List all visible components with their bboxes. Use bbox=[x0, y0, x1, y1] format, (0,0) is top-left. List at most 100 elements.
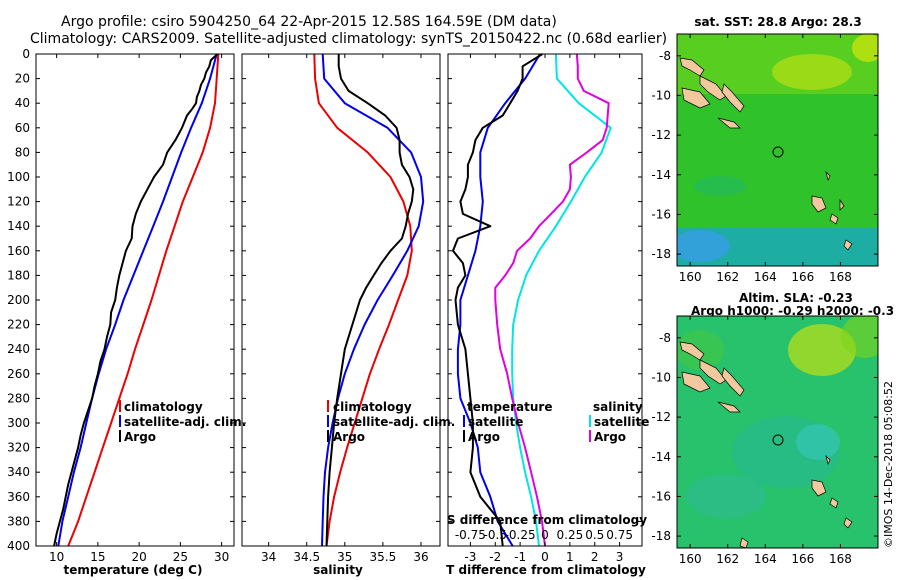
island-espiritu bbox=[811, 195, 827, 213]
salinity-legend: climatology satellite-adj. clim. Argo bbox=[327, 400, 455, 444]
legend-climatology: climatology bbox=[333, 400, 412, 414]
sla-islands bbox=[679, 341, 853, 548]
salinity-panel: 34 34.5 35 35.5 36 salinity climatology sate… bbox=[241, 53, 455, 577]
island-efate bbox=[843, 517, 853, 529]
map-y-tick-label: -12 bbox=[651, 128, 671, 142]
series-t-satellite bbox=[456, 53, 541, 547]
temperature-panel: 0 20 40 60 80 100 120 140 160 180 200 220 240 260 280 3… bbox=[7, 47, 246, 577]
difference-panel: -3 -2 -1 0 1 2 3 -0.75-0.5-0.25 0 0.25 0.5 0.75 T d… bbox=[446, 53, 649, 577]
difference-xlabel: T difference from climatology bbox=[446, 563, 646, 577]
y-tick-label: 380 bbox=[7, 514, 30, 528]
y-tick-label: 100 bbox=[7, 170, 30, 184]
series-satellite-adj-clim bbox=[57, 53, 218, 547]
island-malekula bbox=[829, 497, 839, 509]
y-tick-label: 0 bbox=[22, 47, 30, 61]
series-climatology bbox=[313, 53, 413, 547]
legend-argo: Argo bbox=[124, 430, 156, 444]
series-climatology bbox=[67, 53, 220, 547]
credit-text: ©IMOS 14-Dec-2018 05:08:52 bbox=[882, 381, 895, 548]
map-x-tick-label: 164 bbox=[754, 270, 777, 284]
y-tick-label: 60 bbox=[15, 121, 30, 135]
difference-xlabel2: S difference from climatology bbox=[447, 513, 647, 527]
map-y-tick-label: -18 bbox=[651, 247, 671, 261]
map-y-tick-label: -16 bbox=[651, 207, 671, 221]
legend-satellite: satellite-adj. clim. bbox=[124, 415, 246, 429]
sla-argo-marker bbox=[772, 434, 784, 446]
x-tick-label: 10 bbox=[49, 550, 64, 564]
island-espiritu bbox=[811, 479, 827, 497]
y-tick-label: 180 bbox=[7, 268, 30, 282]
sla-map-axes: 160 162 164 166 168 -8 -10 -12 -14 -16 -18 bbox=[651, 316, 878, 566]
salinity-xlabel: salinity bbox=[313, 563, 363, 577]
sla-map-frame bbox=[676, 315, 879, 549]
y-tick-label: 80 bbox=[15, 145, 30, 159]
y-tick-label: 240 bbox=[7, 342, 30, 356]
x-tick-label: 35 bbox=[337, 550, 352, 564]
island-guadalcanal bbox=[681, 371, 711, 393]
sst-warm-spot bbox=[772, 54, 852, 90]
salinity-axes: 34 34.5 35 35.5 36 bbox=[242, 53, 440, 564]
x-tick-label: -1 bbox=[514, 550, 526, 564]
island-isabel bbox=[699, 359, 727, 385]
legend-t-argo: Argo bbox=[468, 430, 500, 444]
x2-tick-label: 0.5 bbox=[585, 528, 604, 542]
map-x-tick-label: 160 bbox=[679, 270, 702, 284]
x-tick-label: 25 bbox=[173, 550, 188, 564]
x-tick-label: 0 bbox=[541, 550, 549, 564]
y-tick-label: 360 bbox=[7, 490, 30, 504]
legend-temperature-title: temperature bbox=[467, 400, 552, 414]
map-x-tick-label: 166 bbox=[791, 552, 814, 566]
x-tick-label: 30 bbox=[214, 550, 229, 564]
map-y-tick-label: -10 bbox=[651, 370, 671, 384]
y-tick-label: 280 bbox=[7, 391, 30, 405]
island-small bbox=[825, 454, 831, 466]
sla-low bbox=[686, 474, 766, 518]
map-y-tick-label: -10 bbox=[651, 88, 671, 102]
island-isabel bbox=[699, 75, 727, 101]
island-malaita bbox=[721, 83, 745, 113]
difference-legend: temperature satellite Argo salinity sate… bbox=[463, 400, 649, 444]
map-y-tick-label: -16 bbox=[651, 489, 671, 503]
temperature-xlabel: temperature (deg C) bbox=[64, 563, 203, 577]
temperature-marks bbox=[53, 53, 220, 547]
legend-s-satellite: satellite bbox=[594, 415, 649, 429]
sla-map-title: Altim. SLA: -0.23 bbox=[739, 291, 853, 305]
series-satellite-adj-clim bbox=[321, 53, 425, 547]
island-small bbox=[839, 198, 845, 211]
island-malekula bbox=[829, 213, 839, 225]
x2-tick-label: 0.25 bbox=[557, 528, 584, 542]
island-small bbox=[825, 170, 831, 182]
sla-high bbox=[788, 324, 856, 376]
y-tick-label: 160 bbox=[7, 244, 30, 258]
series-s-satellite bbox=[511, 53, 612, 547]
map-y-tick-label: -12 bbox=[651, 410, 671, 424]
x2-tick-label: 0.75 bbox=[606, 528, 633, 542]
y-tick-label: 220 bbox=[7, 318, 30, 332]
legend-satellite: satellite-adj. clim. bbox=[333, 415, 455, 429]
title-line2: Climatology: CARS2009. Satellite-adjuste… bbox=[30, 31, 667, 47]
map-y-tick-label: -18 bbox=[651, 529, 671, 543]
sla-low bbox=[796, 424, 840, 460]
map-y-tick-label: -8 bbox=[659, 49, 671, 63]
difference-marks bbox=[452, 53, 612, 547]
map-y-tick-label: -8 bbox=[659, 331, 671, 345]
x-tick-label: 3 bbox=[616, 550, 624, 564]
x2-tick-label: 0 bbox=[541, 528, 549, 542]
sst-cool-spot bbox=[694, 176, 746, 196]
temperature-legend: climatology satellite-adj. clim. Argo bbox=[119, 400, 246, 444]
map-x-tick-label: 162 bbox=[716, 552, 739, 566]
series-argo bbox=[325, 54, 415, 547]
map-x-tick-label: 162 bbox=[716, 270, 739, 284]
x-tick-label: 35.5 bbox=[370, 550, 397, 564]
sst-map: sat. SST: 28.8 Argo: 28.3 bbox=[651, 15, 879, 284]
x-tick-label: 2 bbox=[591, 550, 599, 564]
x-tick-label: 15 bbox=[90, 550, 105, 564]
island-makira bbox=[717, 117, 741, 129]
x-tick-label: 20 bbox=[131, 550, 146, 564]
x-tick-label: 1 bbox=[566, 550, 574, 564]
map-x-tick-label: 168 bbox=[829, 552, 852, 566]
title-line1: Argo profile: csiro 5904250_64 22-Apr-20… bbox=[61, 14, 557, 30]
island-small bbox=[739, 537, 749, 548]
sst-warm-spot bbox=[852, 34, 878, 62]
